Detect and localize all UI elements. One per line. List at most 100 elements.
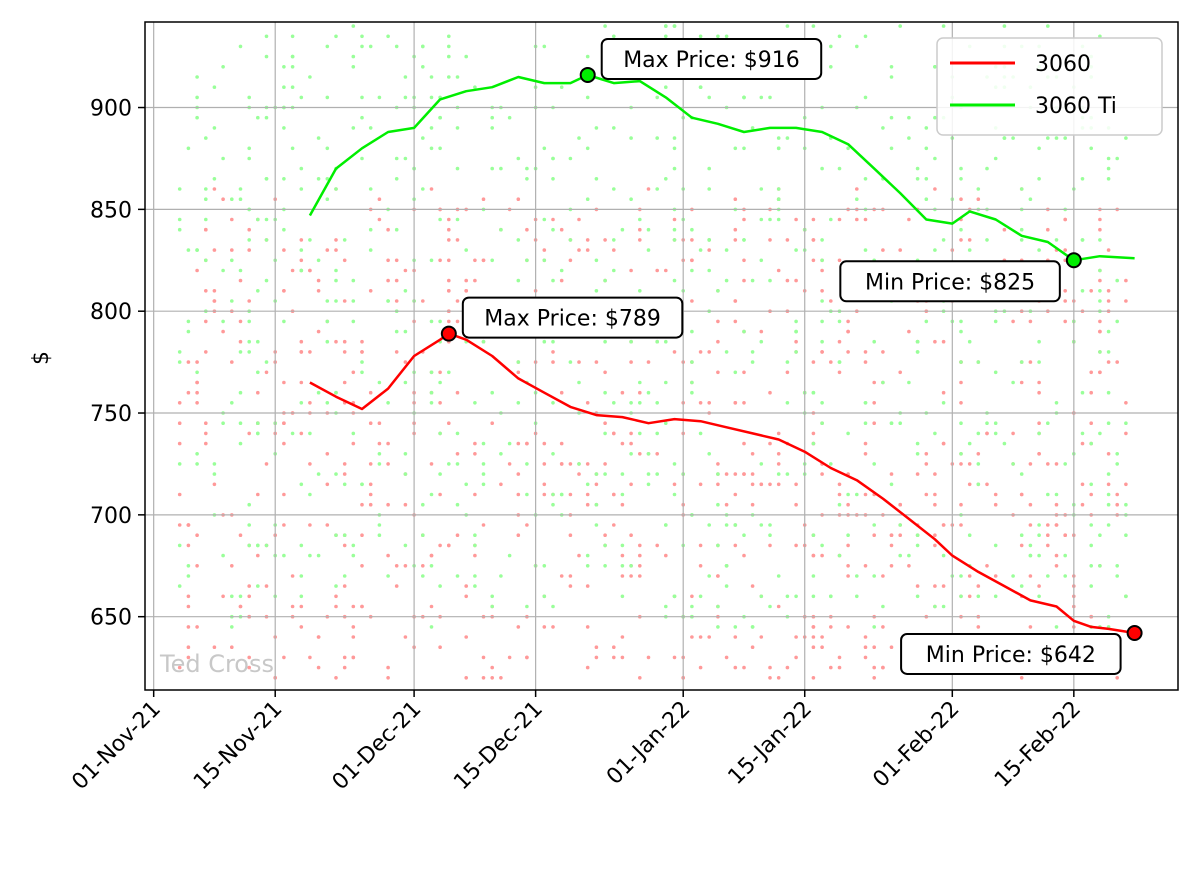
- scatter-point: [707, 166, 711, 171]
- y-tick-label: 850: [90, 198, 132, 223]
- scatter-point: [750, 360, 755, 364]
- scatter-point: [672, 594, 677, 599]
- scatter-point: [1080, 502, 1085, 507]
- legend-label: 3060: [1035, 52, 1091, 77]
- scatter-point: [1046, 24, 1050, 28]
- scatter-point: [325, 44, 330, 49]
- scatter-point: [447, 54, 451, 59]
- scatter-point: [785, 238, 790, 242]
- scatter-point: [195, 401, 199, 405]
- scatter-point: [655, 187, 659, 191]
- scatter-point: [429, 553, 434, 558]
- scatter-point: [447, 421, 451, 426]
- scatter-point: [212, 299, 217, 303]
- scatter-point: [976, 187, 981, 191]
- scatter-point: [1106, 166, 1111, 171]
- scatter-point: [898, 523, 902, 527]
- scatter-point: [282, 85, 286, 89]
- scatter-point: [438, 217, 442, 222]
- scatter-point: [724, 655, 729, 660]
- scatter-point: [638, 543, 642, 548]
- scatter-point: [334, 299, 338, 303]
- scatter-point: [889, 75, 894, 79]
- scatter-point: [638, 564, 642, 568]
- scatter-point: [247, 248, 251, 252]
- scatter-point: [1089, 543, 1093, 548]
- scatter-point: [360, 564, 364, 568]
- scatter-point: [299, 339, 304, 344]
- scatter-point: [1037, 380, 1041, 385]
- scatter-point: [759, 217, 764, 222]
- scatter-point: [750, 452, 755, 456]
- scatter-point: [438, 370, 442, 375]
- scatter-point: [707, 523, 711, 527]
- scatter-point: [351, 278, 356, 283]
- scatter-point: [993, 156, 998, 161]
- scatter-point: [690, 360, 694, 364]
- scatter-point: [1063, 136, 1067, 140]
- scatter-point: [368, 492, 373, 497]
- scatter-point: [976, 584, 981, 588]
- scatter-point: [889, 65, 894, 69]
- scatter-point: [976, 431, 981, 436]
- scatter-point: [863, 217, 868, 222]
- scatter-point: [342, 574, 347, 578]
- scatter-point: [360, 34, 364, 39]
- legend[interactable]: 3060 3060 Ti: [936, 37, 1163, 136]
- scatter-point: [290, 574, 295, 578]
- scatter-point: [672, 146, 677, 151]
- scatter-point: [308, 238, 312, 242]
- scatter-point: [299, 625, 304, 629]
- scatter-point: [429, 319, 434, 324]
- scatter-point: [551, 227, 555, 232]
- scatter-point: [664, 421, 668, 426]
- scatter-point: [516, 492, 521, 497]
- scatter-point: [794, 635, 798, 639]
- scatter-point: [620, 492, 625, 497]
- scatter-point: [247, 95, 251, 100]
- scatter-point: [993, 319, 998, 324]
- scatter-point: [1124, 431, 1128, 436]
- scatter-point: [464, 54, 469, 59]
- scatter-point: [386, 665, 390, 670]
- scatter-point: [768, 390, 772, 395]
- annotation-marker-min: [1065, 252, 1082, 269]
- scatter-point: [1046, 136, 1050, 140]
- scatter-point: [447, 34, 451, 39]
- scatter-point: [620, 553, 625, 558]
- scatter-point: [438, 380, 442, 385]
- scatter-point: [334, 268, 338, 273]
- scatter-point: [1106, 482, 1111, 487]
- scatter-point: [759, 462, 764, 466]
- scatter-point: [264, 34, 269, 39]
- scatter-point: [976, 452, 981, 456]
- scatter-point: [585, 401, 590, 405]
- scatter-point: [177, 350, 182, 354]
- scatter-point: [177, 421, 182, 426]
- scatter-point: [915, 452, 920, 456]
- scatter-point: [898, 553, 902, 558]
- scatter-point: [829, 299, 833, 303]
- scatter-point: [455, 217, 460, 222]
- scatter-point: [230, 258, 234, 263]
- scatter-point: [212, 85, 217, 89]
- scatter-point: [238, 339, 243, 344]
- scatter-point: [325, 401, 330, 405]
- scatter-point: [863, 360, 868, 364]
- scatter-point: [290, 146, 295, 151]
- scatter-point: [959, 401, 963, 405]
- scatter-point: [247, 146, 251, 151]
- scatter-point: [716, 462, 720, 466]
- scatter-point: [230, 248, 234, 252]
- scatter-point: [264, 177, 269, 181]
- scatter-point: [776, 268, 781, 273]
- scatter-point: [221, 65, 225, 69]
- scatter-point: [794, 655, 798, 660]
- scatter-point: [924, 492, 929, 497]
- scatter-point: [351, 625, 356, 629]
- scatter-point: [568, 574, 573, 578]
- y-tick-label: 700: [90, 504, 132, 529]
- annotation-marker-max: [440, 325, 457, 342]
- scatter-point: [177, 543, 182, 548]
- scatter-point: [629, 268, 633, 273]
